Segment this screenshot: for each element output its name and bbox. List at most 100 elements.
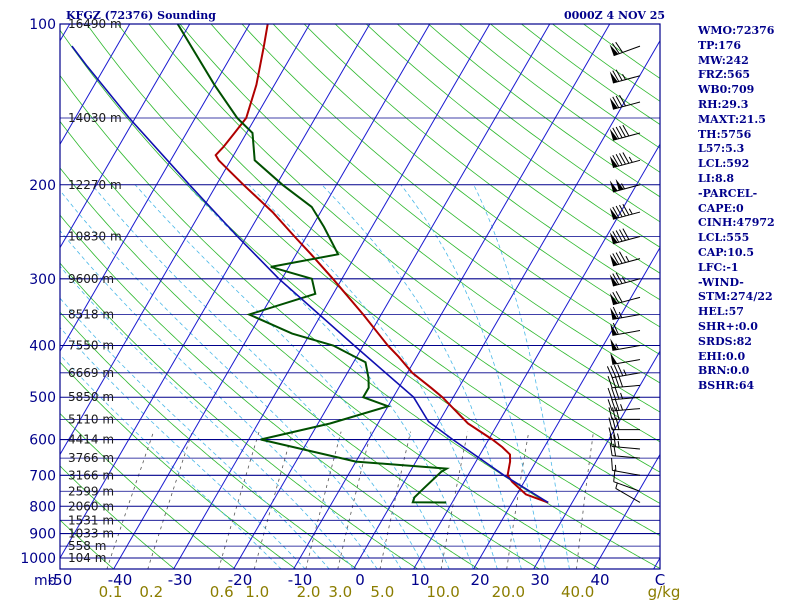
index-panel: WMO:72376 TP:176 MW:242 FRZ:565 WB0:709 RH:29… (698, 24, 775, 394)
wind-barb-half-feather (628, 208, 633, 215)
mixing-ratio-line (106, 431, 154, 569)
height-label: 558 m (68, 539, 106, 553)
mixing-ratio-line (576, 431, 594, 569)
height-label: 104 m (68, 551, 106, 565)
isotherm (473, 246, 660, 569)
height-label: 3766 m (68, 451, 114, 465)
moist-adiabat (60, 354, 282, 569)
wind-barb (609, 272, 641, 287)
dry-adiabat (60, 361, 297, 569)
wind-barb-feather (612, 427, 616, 440)
moist-adiabat (60, 189, 402, 569)
isotherm (173, 24, 491, 569)
dry-adiabat (60, 120, 601, 569)
temperature-tick-label: -10 (288, 571, 313, 589)
index-entry: EHI:0.0 (698, 349, 746, 363)
index-entry: MAXT:21.5 (698, 112, 766, 126)
index-entry: RH:29.3 (698, 97, 749, 111)
wind-barb-half-feather (618, 311, 623, 318)
index-entry: SHR+:0.0 (698, 319, 758, 333)
wind-barb-feather (612, 96, 620, 108)
wind-barb-feather (615, 272, 623, 284)
height-label: 1033 m (68, 527, 114, 541)
wind-barb (609, 178, 641, 193)
wind-barb (609, 291, 641, 306)
wind-barb-feather (619, 251, 626, 263)
plot-frame (59, 23, 661, 570)
index-entry: BRN:0.0 (698, 364, 750, 378)
wind-barb-feather (622, 152, 630, 164)
wind-barb-feather (622, 228, 630, 240)
wind-barb (610, 322, 641, 336)
height-label: 14030 m (68, 111, 122, 125)
mixing-ratio-label: 1.0 (245, 583, 269, 600)
dewpoint-profile (176, 24, 450, 504)
dry-adiabat (60, 214, 480, 569)
pressure-tick-label: 1000 (20, 551, 56, 567)
wind-barb-feather (612, 322, 619, 335)
wind-barb-staff (613, 481, 641, 492)
wind-barb-pennant (615, 178, 624, 191)
wind-barb-feather (609, 443, 613, 456)
diagram-background-lines (0, 12, 660, 569)
wind-barb-feather (615, 252, 623, 264)
moist-adiabat (134, 184, 450, 569)
dry-adiabat (0, 12, 53, 569)
dry-adiabat (60, 311, 358, 569)
mixing-ratio-label: 10.0 (426, 583, 459, 600)
wind-barb-staff (612, 396, 641, 401)
dry-adiabat (60, 74, 660, 569)
wind-barb-feather (622, 124, 630, 137)
station-title: KFGZ (72376) Sounding (66, 9, 216, 22)
wind-barb-feather (612, 306, 619, 319)
wind-barb-feather (612, 407, 616, 420)
mixing-ratio-line (337, 431, 372, 569)
mixing-ratio-line (253, 431, 294, 569)
wind-barb (608, 417, 640, 431)
height-label: 2060 m (68, 499, 114, 513)
isotherm (60, 24, 131, 146)
wind-barb-half-feather (617, 433, 620, 440)
dry-adiabat (60, 167, 541, 569)
isotherm (60, 24, 371, 559)
height-label: 1531 m (68, 513, 114, 527)
index-entry: LFC:-1 (698, 260, 739, 274)
wind-barb-feather (619, 125, 626, 138)
wind-barb-pennant (609, 232, 618, 244)
wind-barb-half-feather (621, 183, 625, 190)
pressure-tick-label: 100 (29, 17, 56, 33)
wind-barb-feather (611, 387, 617, 400)
dry-adiabat (303, 24, 660, 301)
mixing-ratio-label: 0.6 (210, 583, 234, 600)
index-entry: CINH:47972 (698, 216, 775, 230)
temperature-tick-label: 20 (470, 571, 489, 589)
dry-adiabat (86, 24, 660, 504)
isotherm (233, 24, 551, 569)
wind-barb (609, 152, 641, 169)
wind-barb (609, 228, 641, 245)
index-entry: BSHR:64 (698, 379, 755, 393)
wind-barb-half-feather (622, 73, 626, 80)
wind-barb-staff (612, 469, 641, 476)
mixing-ratio-label: 0.2 (139, 583, 163, 600)
wind-barb-staff (612, 211, 641, 220)
wind-barb-half-feather (615, 343, 619, 350)
pressure-tick-label: 600 (29, 433, 56, 449)
pressure-tick-label: 200 (29, 178, 56, 194)
wind-barb-pennant (610, 323, 618, 336)
wind-barb (609, 251, 641, 267)
isotherm (0, 12, 17, 569)
dry-adiabat (60, 262, 419, 569)
wind-barb (607, 375, 641, 389)
isotherm (593, 453, 660, 569)
sounding-time: 0000Z 4 NOV 25 (564, 9, 666, 22)
wind-barb-half-feather (625, 255, 630, 262)
wind-barb-pennant (610, 352, 618, 365)
wind-barb (609, 124, 641, 141)
wind-barb-feather (619, 153, 626, 165)
wind-barb (610, 306, 641, 320)
wind-barb-feather (612, 154, 620, 167)
plot-border (59, 23, 661, 570)
wind-barb-staff (612, 455, 641, 459)
